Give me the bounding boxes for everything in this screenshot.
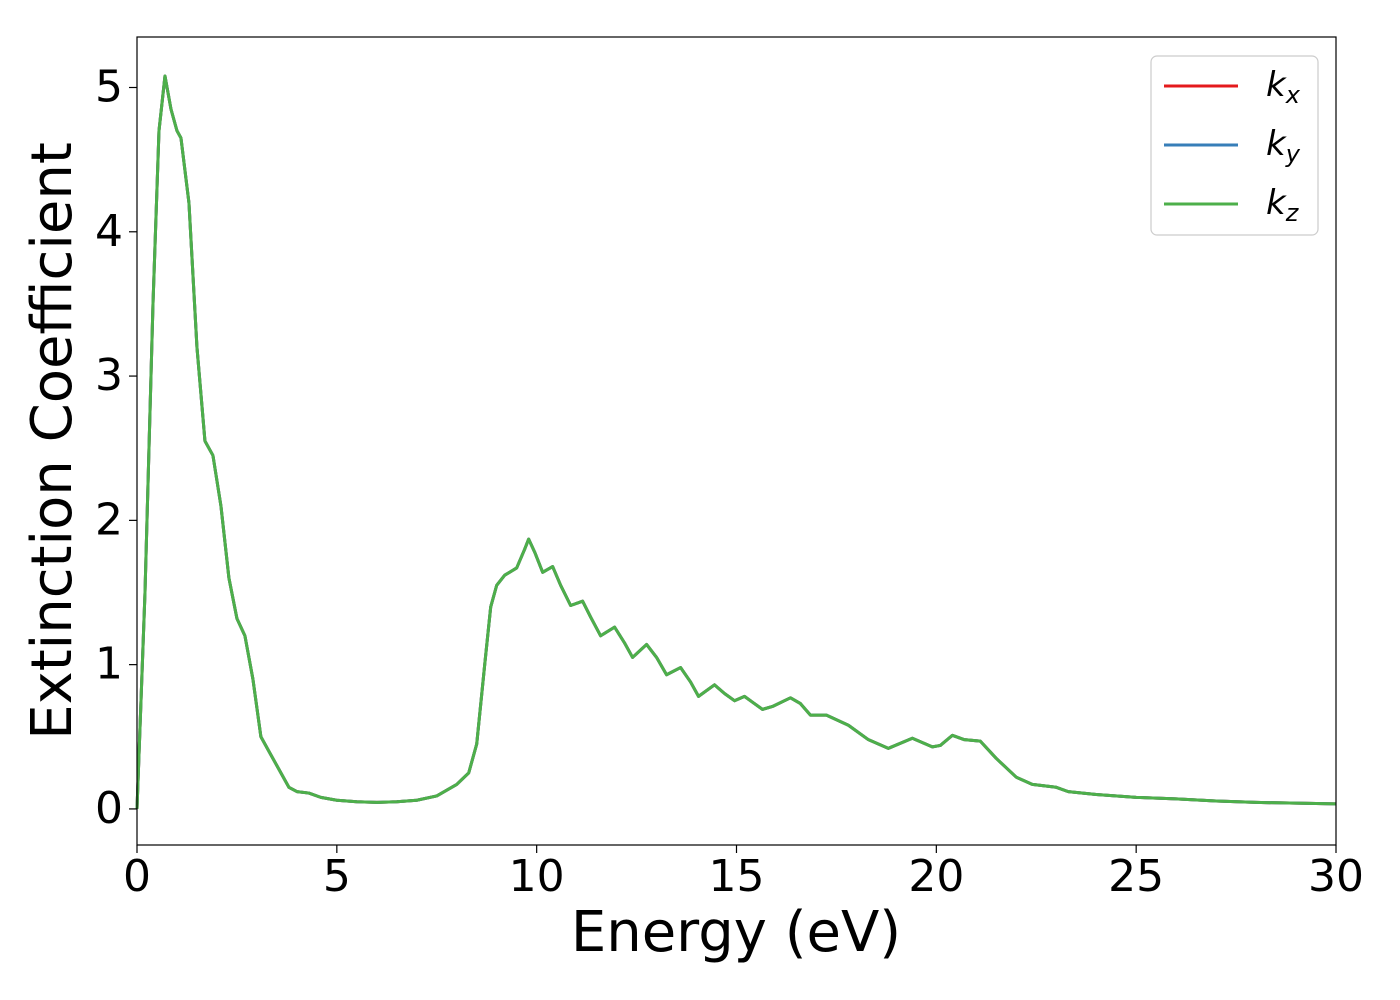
y-tick-label: 5 — [95, 62, 123, 113]
x-tick-label: 15 — [709, 851, 765, 902]
y-tick-label: 2 — [95, 494, 123, 545]
x-tick-label: 0 — [123, 851, 151, 902]
legend-label: ky — [1266, 124, 1301, 169]
x-tick-label: 10 — [509, 851, 565, 902]
y-tick-label: 3 — [95, 350, 123, 401]
legend-label: kx — [1266, 65, 1301, 110]
data-line — [135, 74, 1337, 809]
y-axis-label: Extinction Coefficient — [20, 142, 85, 740]
x-tick-label: 25 — [1108, 851, 1164, 902]
y-tick-label: 4 — [95, 206, 123, 257]
x-tick-label: 30 — [1308, 851, 1364, 902]
y-tick-label: 0 — [95, 783, 123, 834]
x-tick-label: 20 — [908, 851, 964, 902]
legend-label: kz — [1266, 183, 1300, 228]
y-tick-label: 1 — [95, 639, 123, 690]
x-axis-label: Energy (eV) — [571, 900, 901, 965]
x-tick-label: 5 — [323, 851, 351, 902]
